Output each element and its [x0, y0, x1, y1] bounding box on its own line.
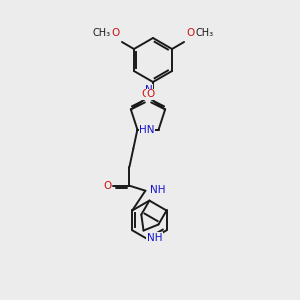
Text: O: O: [141, 89, 149, 99]
Text: O: O: [147, 89, 155, 99]
Text: O: O: [103, 181, 111, 191]
Text: N: N: [145, 85, 153, 95]
Text: CH₃: CH₃: [195, 28, 213, 38]
Text: HN: HN: [139, 124, 154, 135]
Text: O: O: [186, 28, 194, 38]
Text: NH: NH: [146, 232, 162, 243]
Text: O: O: [112, 28, 120, 38]
Text: NH: NH: [150, 185, 166, 195]
Text: CH₃: CH₃: [93, 28, 111, 38]
